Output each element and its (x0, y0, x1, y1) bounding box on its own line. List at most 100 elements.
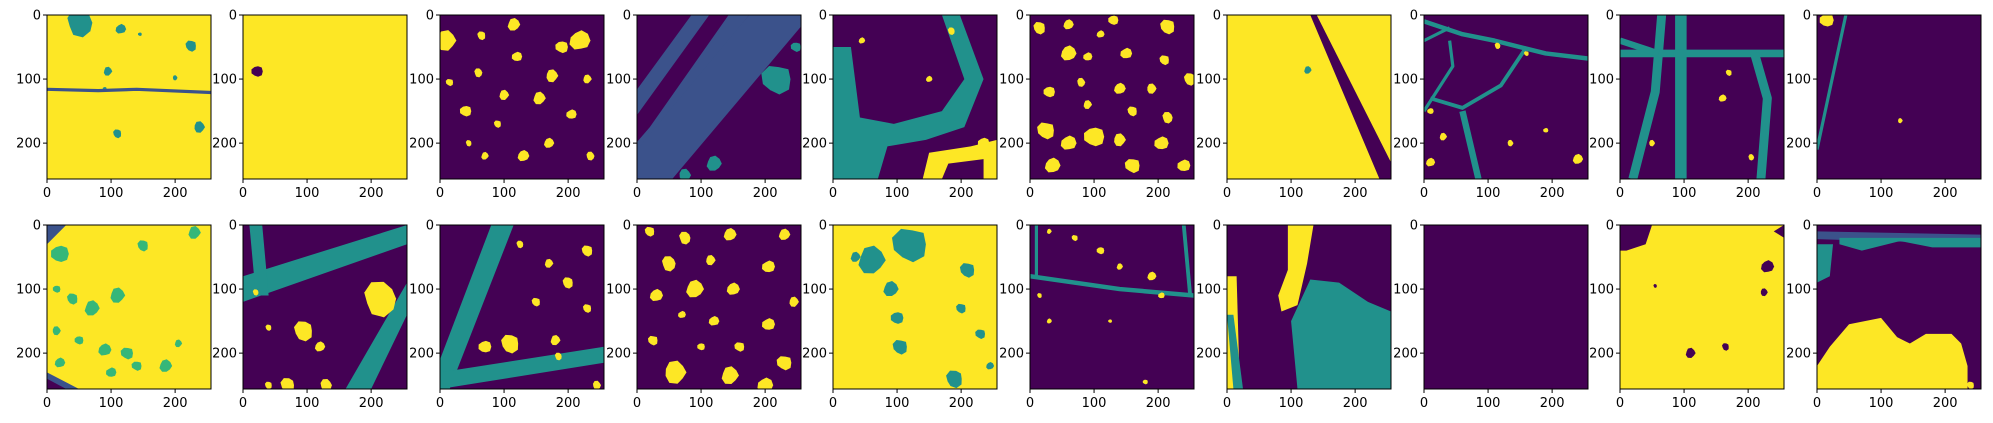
mask-blob (892, 339, 907, 355)
mask-blob (74, 336, 84, 345)
x-tick-label: 100 (1279, 396, 1304, 411)
mask-blob (188, 226, 201, 239)
mask-blob (477, 31, 486, 41)
x-tick-label: 100 (1279, 186, 1304, 201)
mask-background (1620, 225, 1784, 389)
y-tick-label: 200 (409, 347, 434, 362)
axes-frame (832, 14, 998, 180)
x-tick-label: 0 (1223, 396, 1231, 411)
mask-blob (761, 260, 775, 273)
mask-blob (1649, 139, 1656, 147)
mask-blob (757, 377, 774, 390)
y-tick-label: 100 (212, 73, 237, 88)
mask-blob (946, 370, 962, 389)
axes-frame (636, 224, 802, 390)
x-tick-label: 200 (1343, 396, 1368, 411)
mask-image (47, 15, 212, 180)
mask-blob (583, 74, 592, 84)
x-tick-label: 100 (99, 396, 124, 411)
axes-frame (1816, 224, 1982, 390)
y-tick-label: 100 (1196, 73, 1221, 88)
mask-blob (280, 378, 294, 390)
x-tick-label: 100 (885, 186, 910, 201)
y-tick-label: 0 (426, 9, 434, 24)
mask-blob (67, 15, 93, 38)
mask-blob (726, 282, 740, 295)
mask-image (440, 15, 604, 180)
mask-blob (566, 109, 577, 119)
mask-blob (98, 343, 112, 356)
y-tick-label: 100 (16, 283, 41, 298)
y-tick-label: 0 (1016, 9, 1024, 24)
mask-image (1620, 225, 1784, 389)
axes-frame (1619, 224, 1785, 390)
mask-blob (52, 326, 61, 336)
panel-r2c10: 0 100 200 0 100 200 (1786, 219, 1982, 411)
panel-r1c8: 0 100 200 0 100 200 (1393, 9, 1589, 201)
mask-blob (734, 342, 745, 352)
mask-blob (543, 137, 555, 148)
mask-background (1424, 225, 1588, 389)
mask-blob (1124, 159, 1140, 174)
mask-blob (1037, 122, 1054, 140)
mask-background (1817, 15, 1981, 180)
x-tick-label: 100 (295, 396, 320, 411)
mask-blob (1572, 153, 1584, 164)
y-tick-label: 100 (1589, 283, 1614, 298)
y-tick-label: 0 (1803, 9, 1811, 24)
x-tick-label: 100 (295, 186, 320, 201)
mask-background (47, 225, 212, 389)
axes-frame (832, 224, 998, 390)
mask-road (440, 225, 514, 389)
mask-blob (789, 296, 799, 307)
y-tick-label: 200 (212, 347, 237, 362)
x-tick-label: 0 (829, 396, 837, 411)
mask-image (833, 225, 997, 389)
mask-blob (264, 381, 272, 390)
mask-blob (137, 32, 142, 37)
x-tick-label: 200 (1933, 186, 1958, 201)
mask-blob (481, 151, 489, 160)
mask-image (833, 15, 997, 180)
mask-blob (1108, 15, 1119, 25)
x-tick-label: 0 (1420, 396, 1428, 411)
mask-blob (1060, 135, 1077, 150)
mask-blob (959, 263, 975, 278)
mask-blob (1108, 319, 1112, 323)
panel-r1c2: 0 100 200 0 100 200 (212, 9, 408, 201)
y-tick-label: 0 (1016, 219, 1024, 234)
mask-blob (544, 258, 554, 268)
panel-r1c4: 0 100 200 0 100 200 (606, 9, 802, 201)
mask-blob (644, 226, 655, 237)
axes-frame (1226, 224, 1392, 390)
mask-road (1628, 15, 1667, 180)
mask-blob (507, 17, 521, 31)
mask-blob (106, 367, 117, 377)
mask-field (1278, 225, 1314, 312)
mask-blob (314, 341, 326, 352)
panel-r2c1: 0 100 200 0 100 200 (16, 219, 212, 411)
mask-strip (1316, 15, 1391, 163)
x-tick-label: 200 (1146, 186, 1171, 201)
mask-blob (1071, 235, 1078, 242)
y-tick-label: 100 (1393, 283, 1418, 298)
mask-image (1424, 15, 1589, 180)
mask-background (637, 225, 801, 389)
axes-frame (1423, 224, 1589, 390)
y-tick-label: 200 (1393, 347, 1418, 362)
panel-r1c3: 0 100 200 0 100 200 (409, 9, 605, 201)
y-tick-label: 0 (1410, 9, 1418, 24)
panel-r1c9: 0 100 200 0 100 200 (1589, 9, 1785, 201)
mask-blob (850, 251, 861, 262)
y-tick-label: 0 (1606, 9, 1614, 24)
mask-blob (66, 293, 78, 305)
mask-blob (531, 297, 540, 307)
x-tick-label: 200 (556, 396, 581, 411)
x-tick-label: 0 (43, 396, 51, 411)
mask-blob (1077, 77, 1086, 87)
mask-blob (586, 151, 595, 161)
mask-blob (947, 27, 955, 36)
x-tick-label: 100 (1082, 186, 1107, 201)
mask-blob (1439, 132, 1448, 141)
mask-blob (265, 324, 272, 331)
